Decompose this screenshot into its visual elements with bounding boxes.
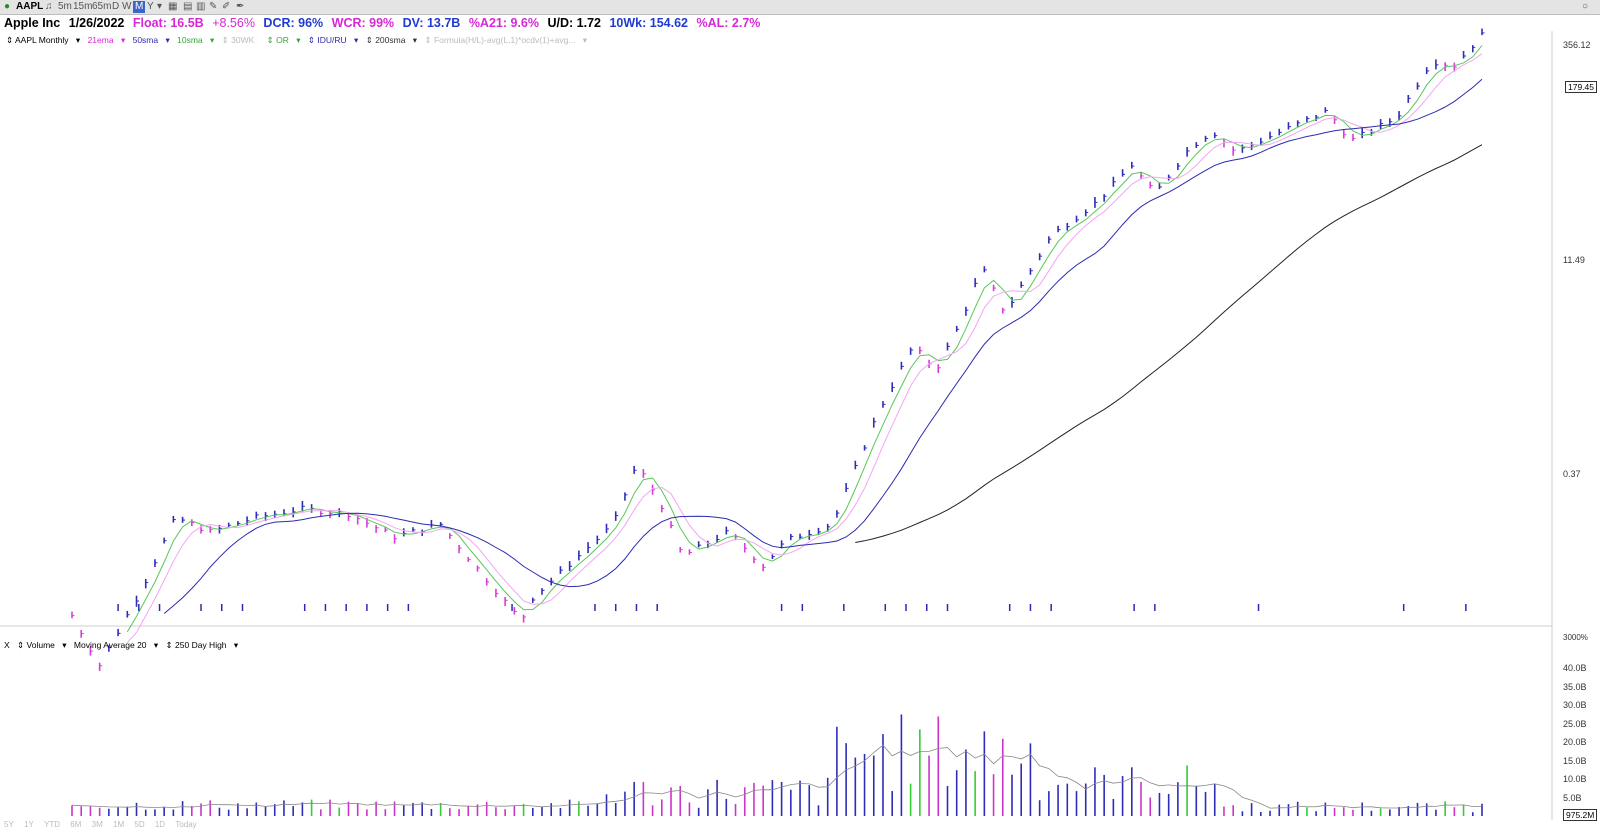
- range-5y[interactable]: 5Y: [4, 820, 14, 829]
- study-volume-ma[interactable]: Moving Average 20 ▾: [73, 640, 159, 650]
- vol-label-35: 35.0B: [1563, 682, 1587, 692]
- study-symbol[interactable]: ⇕ AAPL Monthly ▾: [6, 35, 81, 45]
- study-or[interactable]: ⇕ OR ▾: [266, 35, 301, 45]
- range-1m[interactable]: 1M: [113, 820, 125, 829]
- range-5d[interactable]: 5D: [134, 820, 145, 829]
- edit-icon[interactable]: ✒: [236, 1, 245, 12]
- study-250-high[interactable]: ⇕ 250 Day High ▾: [165, 640, 239, 650]
- grid-icon[interactable]: ▥: [196, 1, 206, 12]
- wk10-stat: 10Wk: 154.62: [609, 16, 688, 30]
- range-bar: 5Y 1Y YTD 6M 3M 1M 5D 1D Today: [0, 820, 1600, 831]
- range-today[interactable]: Today: [175, 820, 197, 829]
- price-label-low: 0.37: [1563, 469, 1581, 479]
- vol-label-5: 5.0B: [1563, 793, 1582, 803]
- toolbar: ● AAPL ♫ 5m 15m 65m D W M Y ▾ ▦ ▤ ▥ ✎ ✐ …: [0, 0, 1600, 15]
- a21-stat: %A21: 9.6%: [468, 16, 539, 30]
- add-icon[interactable]: ●: [4, 1, 11, 12]
- range-6m[interactable]: 6M: [70, 820, 82, 829]
- sma50-line: [163, 78, 1483, 614]
- wcr-stat: WCR: 99%: [331, 16, 395, 30]
- range-3m[interactable]: 3M: [91, 820, 103, 829]
- quote-date: 1/26/2022: [68, 16, 125, 30]
- study-sma10[interactable]: 10sma ▾: [177, 35, 215, 45]
- interval-d[interactable]: D: [112, 1, 120, 12]
- range-1d[interactable]: 1D: [154, 820, 166, 829]
- vol-label-10: 10.0B: [1563, 774, 1587, 784]
- symbol-box[interactable]: AAPL: [16, 1, 44, 12]
- volume-studies-bar: X ⇕ Volume ▾ Moving Average 20 ▾ ⇕ 250 D…: [4, 638, 243, 652]
- study-idu[interactable]: ⇕ IDU/RU ▾: [307, 35, 359, 45]
- range-ytd[interactable]: YTD: [44, 820, 61, 829]
- dropdown-icon[interactable]: ▾: [157, 1, 163, 12]
- volume-ma-line: [71, 744, 1482, 809]
- study-volume[interactable]: ⇕ Volume ▾: [17, 640, 67, 650]
- price-label-high: 356.12: [1563, 40, 1591, 50]
- study-ema21[interactable]: 21ema ▾: [87, 35, 126, 45]
- sma200-line: [855, 144, 1483, 543]
- vol-label-15: 15.0B: [1563, 756, 1587, 766]
- interval-m[interactable]: M: [133, 1, 146, 13]
- restore-icon[interactable]: ○: [1582, 1, 1589, 12]
- ud-stat: U/D: 1.72: [547, 16, 601, 30]
- study-formula[interactable]: ⇕ Formula(H/L)-avg(L,1)*ocdv(1)+avg... ▾: [424, 35, 588, 45]
- al-stat: %AL: 2.7%: [696, 16, 761, 30]
- close-pane-button[interactable]: X: [4, 640, 10, 650]
- vol-label-30: 30.0B: [1563, 700, 1587, 710]
- vol-label-40: 40.0B: [1563, 663, 1587, 673]
- dv-stat: DV: 13.7B: [402, 16, 461, 30]
- interval-w[interactable]: W: [122, 1, 132, 12]
- interval-5m[interactable]: 5m: [58, 1, 72, 12]
- link-icon[interactable]: ♫: [45, 1, 53, 12]
- dcr-stat: DCR: 96%: [263, 16, 324, 30]
- range-1y[interactable]: 1Y: [24, 820, 34, 829]
- sma10-line: [126, 45, 1483, 633]
- study-sma200[interactable]: ⇕ 200sma ▾: [365, 35, 418, 45]
- scale-percent: 3000%: [1563, 633, 1588, 642]
- interval-15m[interactable]: 15m: [73, 1, 93, 12]
- company-name: Apple Inc: [4, 16, 61, 30]
- vol-label-20: 20.0B: [1563, 737, 1587, 747]
- last-volume-box: 975.2M: [1563, 809, 1598, 821]
- study-sma50[interactable]: 50sma ▾: [132, 35, 170, 45]
- float-stat: Float: 16.5B: [132, 16, 204, 30]
- change-stat: +8.56%: [212, 16, 255, 30]
- info-bar: Apple Inc 1/26/2022 Float: 16.5B +8.56% …: [0, 15, 1600, 31]
- ema21-line: [126, 53, 1483, 643]
- vol-label-25: 25.0B: [1563, 719, 1587, 729]
- pen-icon[interactable]: ✐: [222, 1, 231, 12]
- last-price-box: 179.45: [1565, 81, 1597, 93]
- chart-type-icon[interactable]: ▦: [168, 1, 178, 12]
- price-studies-bar: ⇕ AAPL Monthly ▾ 21ema ▾ 50sma ▾ 10sma ▾…: [0, 33, 592, 47]
- study-sma30[interactable]: ⇕ 30WK: [221, 35, 255, 45]
- interval-y[interactable]: Y: [147, 1, 154, 12]
- interval-65m[interactable]: 65m: [92, 1, 112, 12]
- price-label-mid: 11.49: [1563, 255, 1585, 265]
- layout-icon[interactable]: ▤: [183, 1, 193, 12]
- draw-icon[interactable]: ✎: [209, 1, 218, 12]
